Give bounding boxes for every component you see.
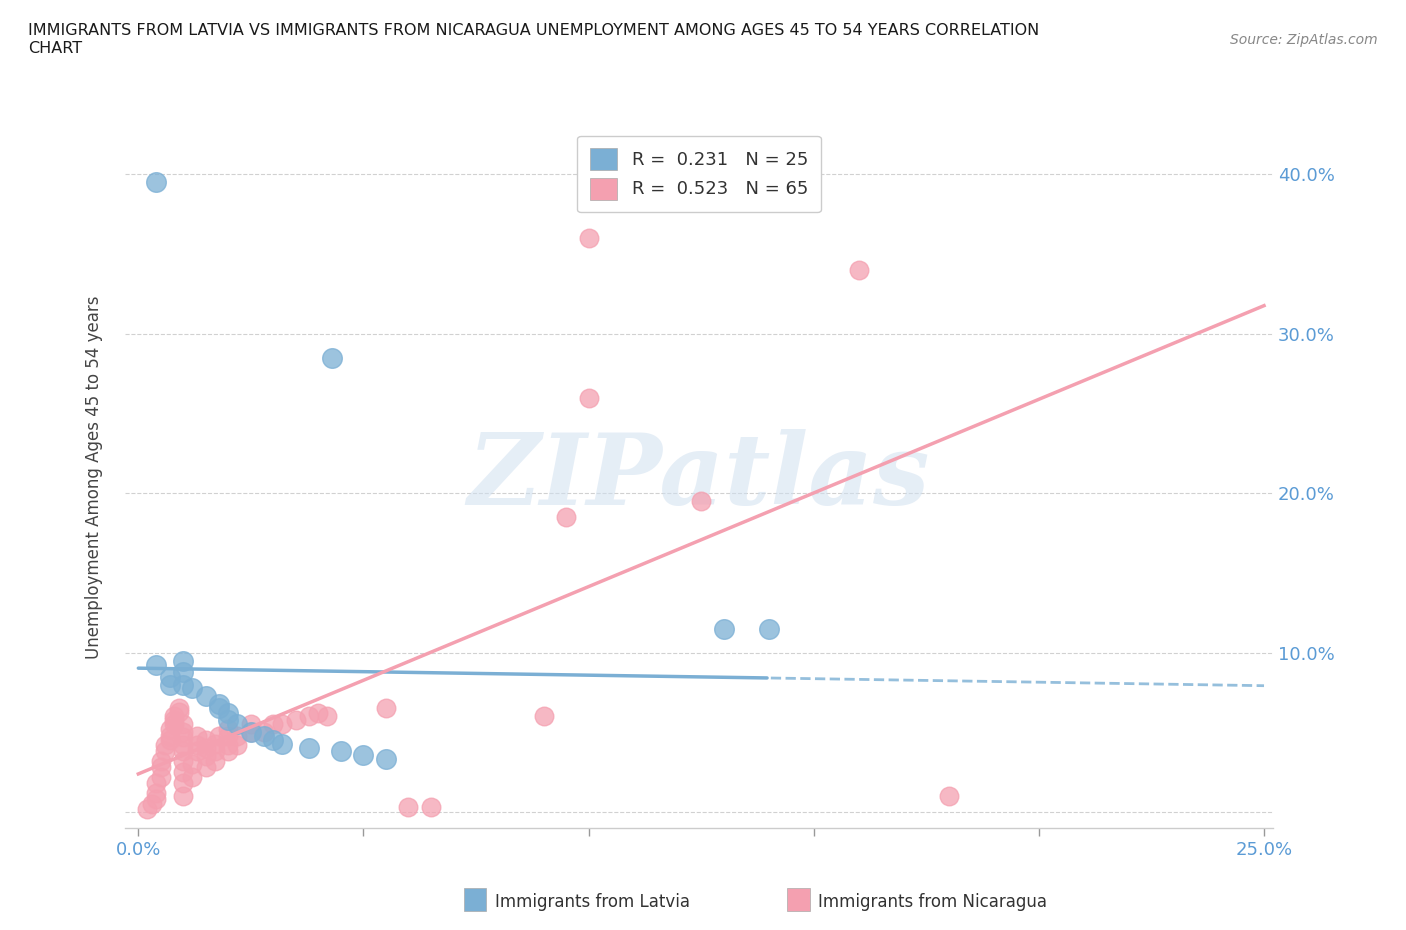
Point	[713, 621, 735, 636]
Point	[217, 712, 239, 727]
Point	[271, 717, 294, 732]
Point	[239, 724, 262, 739]
Point	[186, 728, 208, 743]
Point	[136, 802, 159, 817]
Point	[307, 706, 329, 721]
Point	[217, 706, 239, 721]
Point	[208, 697, 231, 711]
Point	[690, 494, 713, 509]
Point	[172, 776, 194, 790]
Point	[217, 728, 239, 743]
Point	[938, 789, 960, 804]
Point	[159, 669, 181, 684]
Point	[194, 760, 217, 775]
Y-axis label: Unemployment Among Ages 45 to 54 years: Unemployment Among Ages 45 to 54 years	[86, 296, 103, 659]
Point	[172, 677, 194, 692]
Point	[239, 717, 262, 732]
Point	[353, 747, 375, 762]
Point	[217, 722, 239, 737]
Point	[145, 175, 167, 190]
Point	[167, 704, 190, 719]
Point	[141, 797, 163, 812]
Point	[145, 776, 167, 790]
Point	[204, 736, 226, 751]
Point	[298, 741, 321, 756]
Point	[163, 717, 186, 732]
Point	[155, 737, 177, 752]
Point	[204, 753, 226, 768]
Point	[330, 744, 353, 759]
Point	[316, 709, 339, 724]
Point	[262, 717, 284, 732]
Point	[758, 621, 780, 636]
Point	[172, 664, 194, 679]
Point	[208, 728, 231, 743]
Point	[172, 730, 194, 745]
Point	[181, 757, 204, 772]
Point	[145, 786, 167, 801]
Point	[271, 736, 294, 751]
Point	[375, 701, 398, 716]
Point	[172, 717, 194, 732]
Point	[159, 677, 181, 692]
Point	[172, 789, 194, 804]
Text: ZIPatlas: ZIPatlas	[468, 429, 931, 525]
Point	[159, 722, 181, 737]
Point	[848, 262, 870, 277]
Point	[172, 724, 194, 739]
Text: Source: ZipAtlas.com: Source: ZipAtlas.com	[1230, 33, 1378, 46]
Point	[226, 717, 249, 732]
Point	[167, 701, 190, 716]
Point	[194, 749, 217, 764]
Point	[172, 764, 194, 779]
Point	[181, 680, 204, 695]
Text: Immigrants from Latvia: Immigrants from Latvia	[495, 893, 690, 911]
Point	[194, 733, 217, 748]
Point	[194, 741, 217, 756]
Point	[253, 724, 276, 739]
Point	[149, 769, 172, 784]
Text: Immigrants from Nicaragua: Immigrants from Nicaragua	[818, 893, 1047, 911]
Point	[149, 760, 172, 775]
Text: IMMIGRANTS FROM LATVIA VS IMMIGRANTS FROM NICARAGUA UNEMPLOYMENT AMONG AGES 45 T: IMMIGRANTS FROM LATVIA VS IMMIGRANTS FRO…	[28, 23, 1039, 56]
Point	[321, 351, 343, 365]
Point	[239, 724, 262, 739]
Point	[204, 744, 226, 759]
Point	[217, 737, 239, 752]
Point	[578, 231, 600, 246]
Point	[172, 737, 194, 752]
Point	[145, 658, 167, 672]
Point	[155, 744, 177, 759]
Point	[420, 800, 443, 815]
Point	[186, 737, 208, 752]
Point	[375, 752, 398, 767]
Point	[163, 709, 186, 724]
Point	[284, 712, 307, 727]
Point	[172, 744, 194, 759]
Point	[208, 701, 231, 716]
Point	[262, 733, 284, 748]
Point	[186, 744, 208, 759]
Point	[555, 510, 578, 525]
Point	[181, 769, 204, 784]
Point	[398, 800, 420, 815]
Point	[253, 728, 276, 743]
Point	[217, 744, 239, 759]
Point	[226, 728, 249, 743]
Point	[226, 737, 249, 752]
Point	[194, 688, 217, 703]
Point	[172, 653, 194, 668]
Point	[159, 733, 181, 748]
Point	[578, 391, 600, 405]
Legend: R =  0.231   N = 25, R =  0.523   N = 65: R = 0.231 N = 25, R = 0.523 N = 65	[578, 136, 821, 212]
Point	[163, 712, 186, 727]
Point	[172, 753, 194, 768]
Point	[159, 728, 181, 743]
Point	[533, 709, 555, 724]
Point	[298, 709, 321, 724]
Point	[145, 791, 167, 806]
Point	[149, 753, 172, 768]
